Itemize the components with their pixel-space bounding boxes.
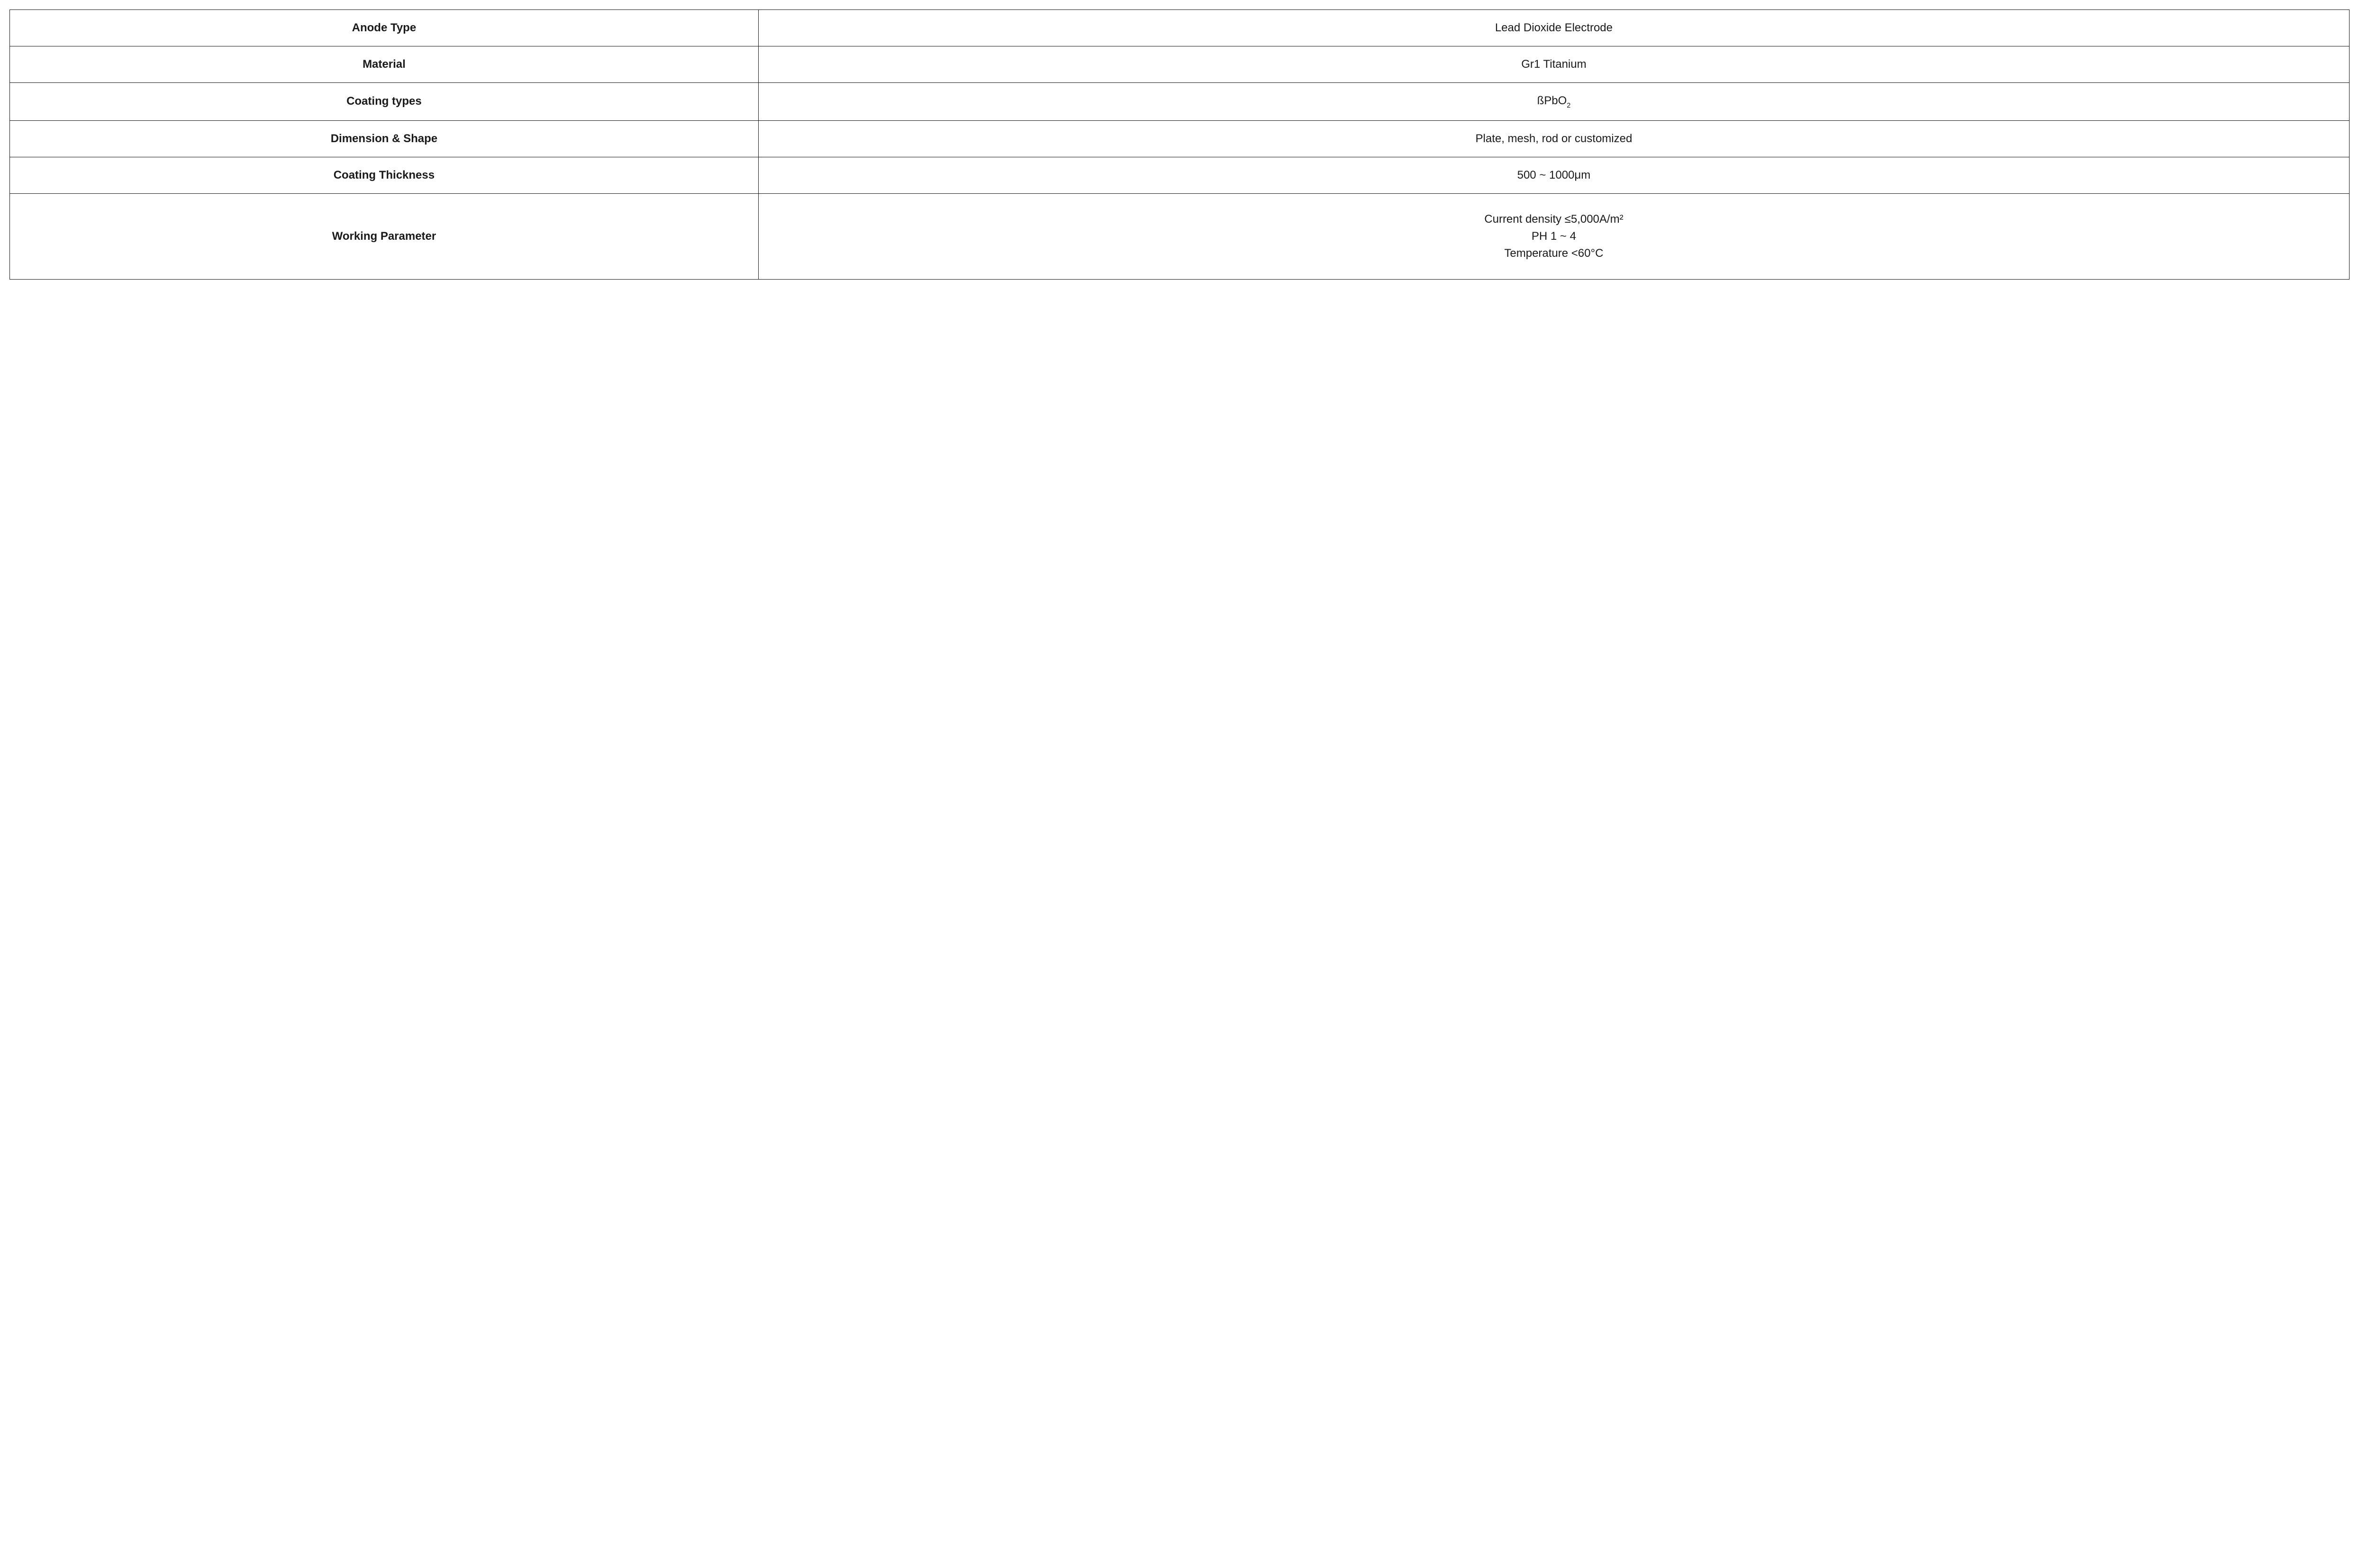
- value-line: Temperature <60°C: [768, 245, 2340, 262]
- row-label: Material: [10, 46, 759, 83]
- table-row: Coating types ßPbO2: [10, 83, 2350, 121]
- row-label: Anode Type: [10, 10, 759, 46]
- table-row: Working Parameter Current density ≤5,000…: [10, 193, 2350, 279]
- row-label: Coating types: [10, 83, 759, 121]
- row-value: Current density ≤5,000A/m² PH 1 ~ 4 Temp…: [758, 193, 2349, 279]
- row-value: 500 ~ 1000μm: [758, 157, 2349, 193]
- value-line: PH 1 ~ 4: [768, 228, 2340, 245]
- table-body: Anode Type Lead Dioxide Electrode Materi…: [10, 10, 2350, 280]
- value-base: ßPbO: [1537, 94, 1567, 107]
- row-label: Dimension & Shape: [10, 120, 759, 157]
- table-row: Dimension & Shape Plate, mesh, rod or cu…: [10, 120, 2350, 157]
- table-row: Material Gr1 Titanium: [10, 46, 2350, 83]
- row-value: Lead Dioxide Electrode: [758, 10, 2349, 46]
- value-subscript: 2: [1567, 102, 1570, 109]
- table-row: Anode Type Lead Dioxide Electrode: [10, 10, 2350, 46]
- row-value: Gr1 Titanium: [758, 46, 2349, 83]
- row-label: Working Parameter: [10, 193, 759, 279]
- row-value: Plate, mesh, rod or customized: [758, 120, 2349, 157]
- row-label: Coating Thickness: [10, 157, 759, 193]
- table-row: Coating Thickness 500 ~ 1000μm: [10, 157, 2350, 193]
- value-line: Current density ≤5,000A/m²: [768, 211, 2340, 228]
- specification-table: Anode Type Lead Dioxide Electrode Materi…: [9, 9, 2350, 280]
- row-value: ßPbO2: [758, 83, 2349, 121]
